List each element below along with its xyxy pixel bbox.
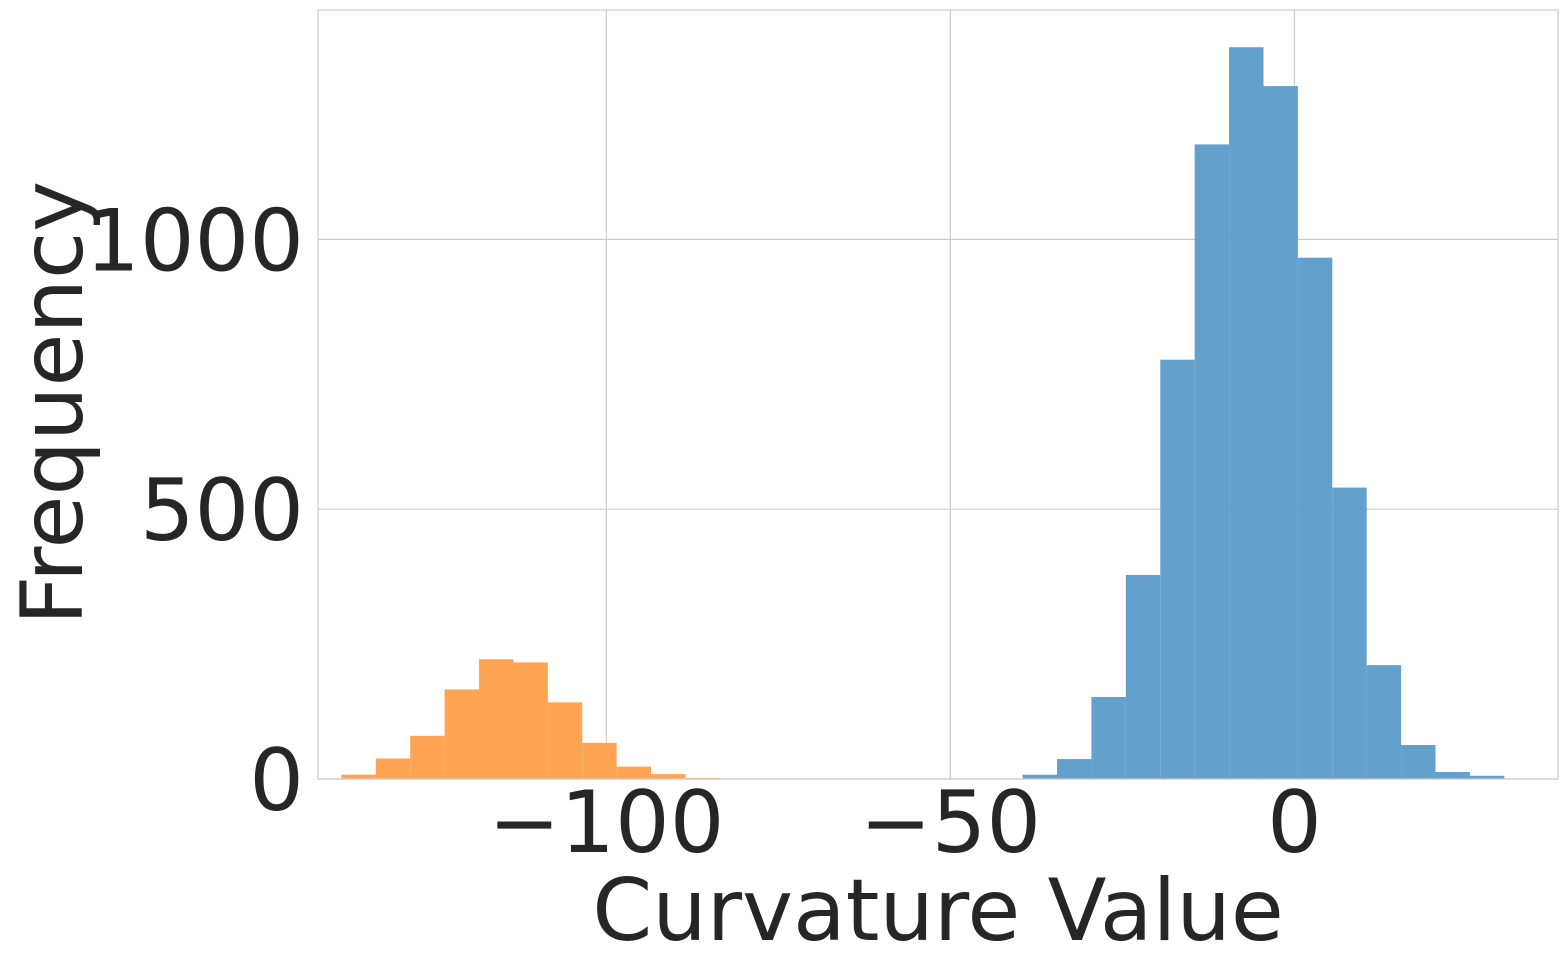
plot-frame [317, 9, 1559, 780]
histogram-bar-series-2 [1435, 771, 1470, 779]
histogram-bar-series-1 [582, 742, 617, 779]
x-axis-label: Curvature Value [592, 861, 1284, 961]
histogram-bars [341, 47, 1505, 780]
y-tick-labels: 0 500 1000 [85, 191, 304, 831]
histogram-bar-series-1 [410, 735, 445, 779]
histogram-bar-series-2 [1469, 775, 1505, 779]
histogram-bar-series-2 [1125, 575, 1161, 779]
histogram-bar-series-2 [1022, 774, 1058, 779]
histogram-bar-series-1 [513, 662, 548, 779]
x-tick-labels: −100 −50 0 [488, 773, 1322, 873]
histogram-bar-series-2 [1263, 86, 1298, 780]
histogram-bar-series-2 [1401, 745, 1436, 779]
histogram-bar-series-2 [1091, 696, 1126, 779]
histogram-bar-series-1 [651, 774, 686, 779]
histogram-bar-series-1 [341, 774, 376, 779]
histogram-bar-series-1 [479, 659, 514, 779]
y-axis-label: Frequency [3, 181, 103, 625]
y-tick-label: 1000 [85, 191, 304, 291]
histogram-bar-series-2 [1229, 47, 1264, 780]
histogram-bar-series-2 [1366, 665, 1402, 779]
x-tick-label: 0 [1267, 773, 1322, 873]
histogram-bar-series-1 [375, 758, 411, 779]
histogram-bar-series-2 [1057, 759, 1092, 779]
histogram-bar-series-2 [1297, 257, 1333, 779]
histogram-bar-series-2 [1194, 144, 1230, 780]
histogram-bar-series-1 [616, 766, 652, 779]
y-tick-label: 0 [249, 731, 304, 831]
y-tick-label: 500 [140, 461, 304, 561]
x-tick-label: −50 [860, 773, 1042, 873]
histogram-bar-series-2 [1160, 359, 1195, 779]
histogram-bar-series-2 [1332, 487, 1367, 779]
x-tick-label: −100 [488, 773, 724, 873]
histogram-bar-series-1 [547, 702, 583, 779]
histogram-bar-series-1 [444, 689, 480, 779]
